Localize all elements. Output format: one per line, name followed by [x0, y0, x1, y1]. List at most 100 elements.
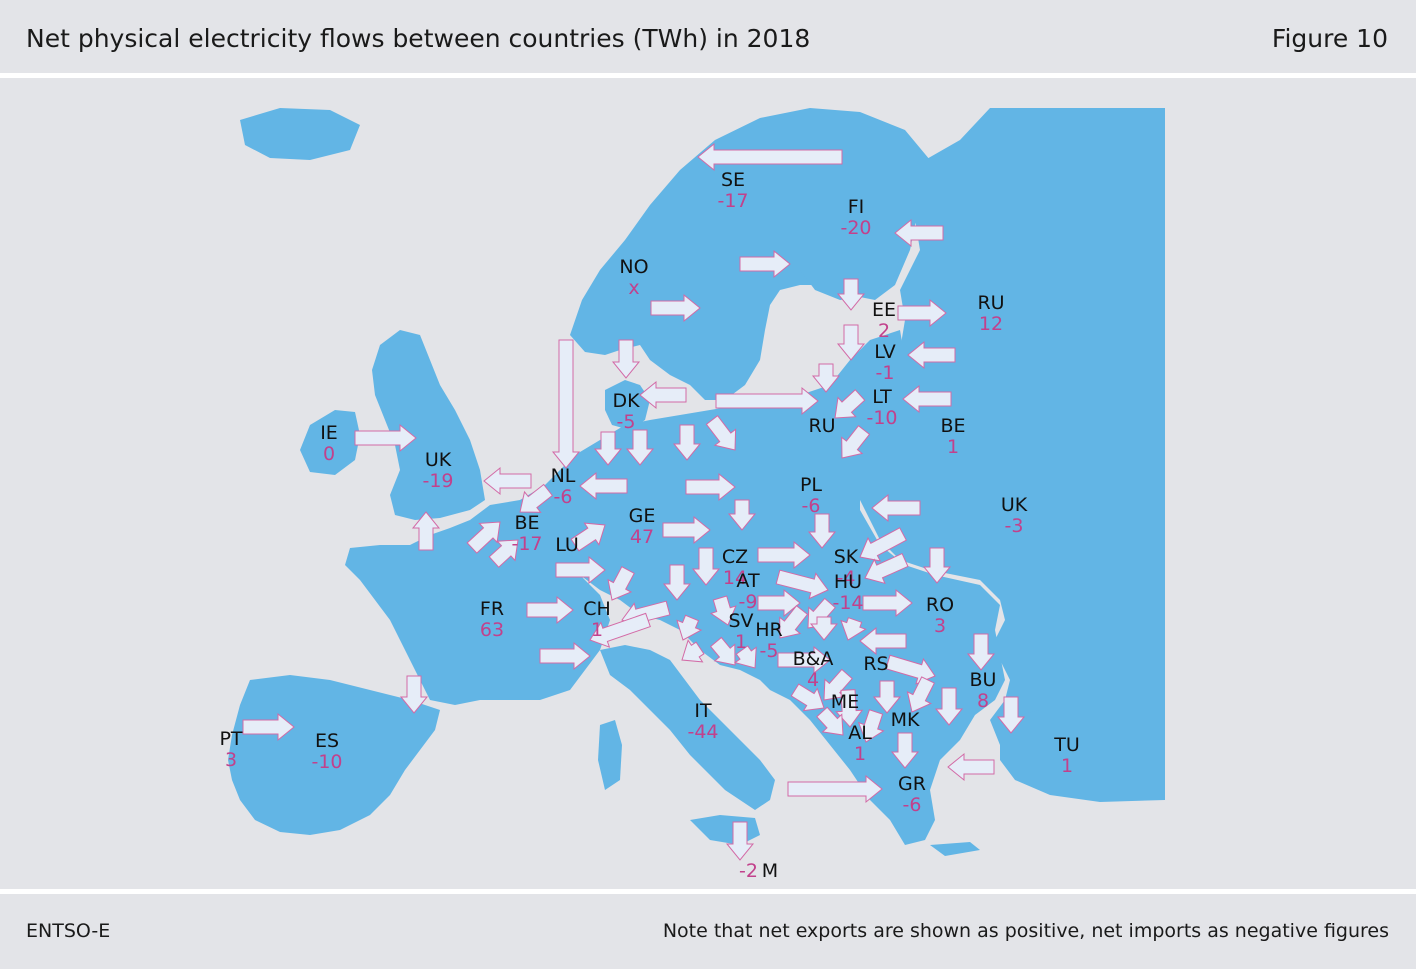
country-code: M	[762, 860, 778, 882]
bottom-divider	[0, 889, 1416, 894]
country-label: TU1	[1053, 734, 1080, 777]
flow-arrow	[697, 142, 843, 172]
land-finland	[795, 160, 905, 300]
country-net-flow: 0	[323, 443, 335, 465]
country-net-flow: 4	[807, 669, 819, 691]
country-code: NO	[619, 256, 648, 278]
flow-arrows	[242, 142, 1026, 861]
flow-arrow	[996, 696, 1026, 734]
country-code: LU	[555, 534, 579, 556]
country-label: GR-6	[898, 773, 926, 816]
country-label: AL1	[848, 722, 872, 765]
flow-arrow	[354, 423, 417, 453]
country-label: FI-20	[840, 196, 871, 239]
flow-arrow	[709, 595, 737, 626]
flow-arrow	[650, 293, 701, 323]
country-net-flow: -10	[866, 407, 897, 429]
country-net-flow: -19	[422, 470, 453, 492]
flow-arrow	[607, 566, 635, 601]
flow-arrow	[483, 466, 532, 496]
flow-arrow	[725, 821, 755, 861]
flow-arrow	[947, 752, 995, 782]
flow-arrow	[399, 675, 429, 714]
country-label: SV1	[728, 610, 753, 653]
flow-arrow	[555, 555, 606, 585]
country-net-flow: 63	[480, 619, 504, 641]
flow-arrow	[242, 712, 295, 742]
country-label: M-2	[739, 860, 778, 882]
flow-arrow	[488, 539, 519, 568]
flow-arrow	[934, 687, 964, 726]
land-iberia	[228, 675, 440, 835]
flow-arrow	[906, 676, 935, 713]
country-code: PT	[219, 728, 242, 750]
flow-arrow	[885, 654, 936, 685]
country-label: BU8	[970, 669, 997, 712]
flow-arrow	[902, 384, 952, 414]
country-label: RO3	[926, 594, 954, 637]
top-divider	[0, 73, 1416, 78]
country-code: LT	[872, 386, 892, 408]
country-label: HR-5	[755, 619, 783, 662]
flow-arrow	[672, 424, 702, 461]
flow-arrow	[551, 339, 581, 469]
country-net-flow: 1	[1061, 755, 1073, 777]
country-net-flow: -17	[717, 190, 748, 212]
country-label: LV-1	[874, 341, 896, 384]
flow-arrow	[834, 389, 866, 419]
country-label: MK	[891, 709, 920, 731]
country-label: CH1	[583, 598, 611, 641]
flow-arrow	[739, 249, 791, 279]
country-label: IT-44	[687, 700, 718, 743]
country-net-flow: -14	[832, 592, 863, 614]
country-code: IE	[320, 422, 338, 444]
flow-arrow	[570, 522, 606, 552]
country-code: TU	[1053, 734, 1080, 756]
country-net-flow: -6	[554, 486, 573, 508]
flow-arrow	[787, 774, 883, 804]
figure-number: Figure 10	[1271, 24, 1388, 53]
country-net-flow: -5	[617, 411, 636, 433]
flow-arrow	[611, 339, 641, 379]
country-code: CZ	[722, 546, 748, 568]
country-code: FI	[848, 196, 865, 218]
country-net-flow: -44	[687, 721, 718, 743]
flow-arrow	[526, 595, 574, 625]
land-sicily	[690, 815, 760, 845]
country-net-flow: -6	[903, 794, 922, 816]
country-code: EE	[872, 299, 896, 321]
flow-arrow	[897, 298, 947, 328]
country-label: RS	[863, 653, 888, 675]
country-code: FR	[480, 598, 504, 620]
country-label: DK-5	[612, 390, 640, 433]
flow-arrow	[835, 689, 864, 728]
flow-arrow	[872, 680, 902, 714]
country-label: BE-17	[511, 512, 542, 555]
land-uk	[372, 330, 485, 520]
country-code: BU	[970, 669, 997, 691]
country-code: UK	[1001, 494, 1028, 516]
flow-arrow	[639, 380, 687, 410]
flow-arrow	[841, 424, 871, 459]
figure-title: Net physical electricity flows between c…	[26, 24, 811, 53]
flow-arrow	[823, 668, 853, 701]
flow-arrow	[691, 547, 721, 586]
country-label: SE-17	[717, 169, 748, 212]
flow-arrow	[705, 414, 737, 451]
flow-arrow	[539, 641, 591, 671]
flow-arrow	[871, 493, 921, 523]
country-label: AT-9	[736, 570, 760, 613]
country-net-flow: 1	[591, 619, 603, 641]
country-code: ES	[315, 730, 339, 752]
country-code: SV	[728, 610, 753, 632]
country-code: AL	[848, 722, 872, 744]
country-net-flow: -20	[840, 217, 871, 239]
country-code: HR	[755, 619, 783, 641]
country-code: RS	[863, 653, 888, 675]
country-label: IE0	[320, 422, 338, 465]
flow-arrow	[676, 614, 703, 641]
